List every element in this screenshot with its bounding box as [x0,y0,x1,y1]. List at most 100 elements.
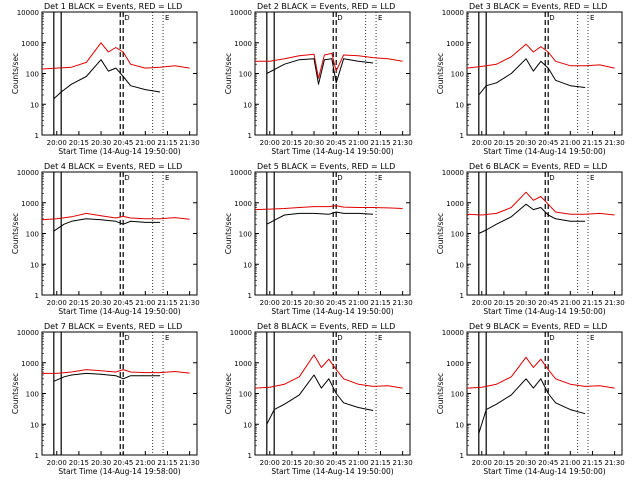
series-line-events [478,378,586,434]
series-line-events [53,372,161,382]
event-marker-label: E [590,334,594,342]
x-tick-label: 20:00 [260,459,280,467]
y-tick-label: 1 [35,292,39,300]
y-tick-label: 1 [460,132,464,140]
x-tick-label: 20:15 [494,139,514,147]
y-tick-label: 100 [451,71,464,79]
series-line-events [478,58,586,96]
x-tick-label: 21:00 [560,299,580,307]
event-marker-label: E [378,334,382,342]
event-marker-label: E [590,174,594,182]
event-marker-label: D [337,174,342,182]
y-tick-label: 10000 [17,169,39,177]
series-line-events [53,59,161,100]
y-tick-label: 1000 [21,40,39,48]
y-axis-label: Counts/sec [11,213,20,254]
detector-panel-4: Det 4 BLACK = Events, RED = LLD 1 10 100 100… [11,162,200,316]
series-line-events [53,218,161,232]
y-tick-label: 100 [239,391,252,399]
event-marker-label: E [590,14,594,22]
x-tick-label: 21:15 [157,299,177,307]
x-tick-label: 21:30 [180,139,200,147]
x-tick-label: 20:15 [69,459,89,467]
x-tick-label: 20:00 [260,139,280,147]
detector-panel-6: Det 6 BLACK = Events, RED = LLD 1 10 100 100… [436,162,625,316]
x-tick-label: 21:30 [393,139,413,147]
detector-panel-8: Det 8 BLACK = Events, RED = LLD 1 10 100 100… [224,322,413,476]
x-tick-label: 21:30 [605,459,625,467]
x-tick-label: 20:45 [538,299,558,307]
y-tick-label: 10 [455,101,464,109]
y-axis-label: Counts/sec [224,373,233,414]
x-tick-label: 20:15 [282,299,302,307]
y-tick-label: 100 [26,391,39,399]
x-tick-label: 20:45 [326,139,346,147]
x-tick-label: 20:30 [304,459,324,467]
x-tick-label: 21:30 [180,459,200,467]
x-tick-label: 20:45 [538,459,558,467]
x-tick-label: 21:15 [582,299,602,307]
detector-panel-9: Det 9 BLACK = Events, RED = LLD 1 10 100 100… [436,322,625,476]
event-marker-label: D [124,14,129,22]
event-marker-label: E [165,174,169,182]
series-line-lld [41,212,190,221]
y-tick-label: 10000 [442,329,464,337]
y-tick-label: 10 [243,421,252,429]
y-tick-label: 10000 [442,9,464,17]
x-tick-label: 20:15 [282,139,302,147]
x-tick-label: 20:00 [260,299,280,307]
y-tick-label: 1000 [234,200,252,208]
plot-frame [254,171,411,296]
x-axis-label: Start Time (14-Aug-14 19:50:00) [271,307,393,316]
x-tick-label: 21:15 [582,459,602,467]
event-marker-label: D [549,334,554,342]
y-tick-label: 1000 [446,200,464,208]
y-tick-label: 100 [239,231,252,239]
x-tick-label: 20:00 [47,299,67,307]
x-tick-label: 20:45 [326,299,346,307]
plot-frame [254,11,411,136]
y-tick-label: 10 [455,421,464,429]
y-axis-label: Counts/sec [224,53,233,94]
panel-title: Det 8 BLACK = Events, RED = LLD [257,322,395,331]
x-tick-label: 21:15 [370,299,390,307]
detector-panel-2: Det 2 BLACK = Events, RED = LLD 1 10 100 100… [224,2,413,156]
panel-title: Det 4 BLACK = Events, RED = LLD [44,162,182,171]
x-tick-label: 20:30 [516,139,536,147]
event-marker-label: E [165,14,169,22]
x-tick-label: 20:15 [494,459,514,467]
x-axis-label: Start Time (14-Aug-14 19:50:00) [58,147,180,156]
plot-frame [41,11,198,136]
y-tick-label: 1 [248,292,252,300]
series-line-lld [466,191,615,216]
x-tick-label: 21:00 [348,299,368,307]
x-tick-label: 21:00 [348,459,368,467]
x-tick-label: 20:45 [113,299,133,307]
y-tick-label: 1000 [234,40,252,48]
panel-title: Det 3 BLACK = Events, RED = LLD [469,2,607,11]
y-tick-label: 1000 [21,360,39,368]
detector-panel-1: Det 1 BLACK = Events, RED = LLD 1 10 100 100… [11,2,200,156]
x-tick-label: 20:15 [69,299,89,307]
panel-title: Det 9 BLACK = Events, RED = LLD [469,322,607,331]
y-tick-label: 1 [460,292,464,300]
x-tick-label: 21:00 [348,139,368,147]
x-tick-label: 20:45 [113,459,133,467]
y-axis-label: Counts/sec [224,213,233,254]
series-line-lld [41,42,190,70]
plot-frame [466,171,623,296]
y-tick-label: 1 [460,452,464,460]
y-axis-label: Counts/sec [11,53,20,94]
y-tick-label: 100 [451,231,464,239]
event-marker-label: D [337,334,342,342]
y-tick-label: 10 [30,101,39,109]
x-axis-label: Start Time (14-Aug-14 19:50:00) [483,307,605,316]
series-line-events [266,211,374,225]
plot-frame [466,11,623,136]
x-tick-label: 21:15 [582,139,602,147]
y-tick-label: 10 [243,261,252,269]
x-tick-label: 20:45 [113,139,133,147]
x-tick-label: 20:30 [304,299,324,307]
y-tick-label: 10000 [442,169,464,177]
event-marker-label: D [124,174,129,182]
